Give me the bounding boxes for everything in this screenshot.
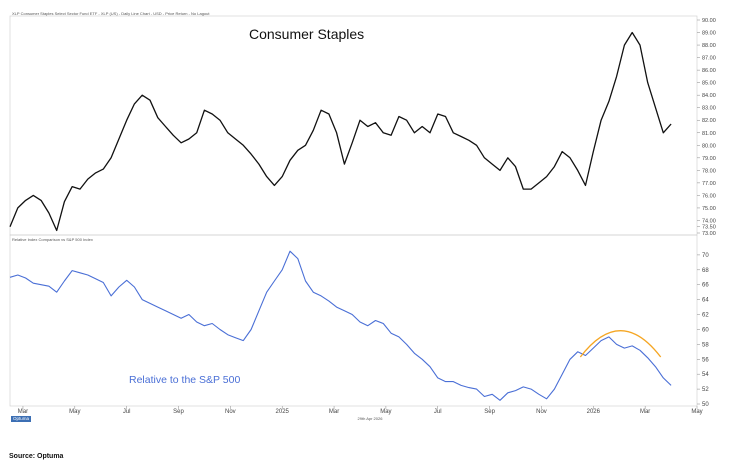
price-y-tick-label: 80.00 xyxy=(702,143,716,149)
relative-y-tick-label: 50 xyxy=(702,402,709,408)
relative-y-tick-label: 64 xyxy=(702,298,709,304)
relative-y-tick-label: 70 xyxy=(702,253,709,259)
x-tick-label: 2026 xyxy=(587,409,601,415)
source-note: Source: Optuma xyxy=(9,453,64,460)
relative-series-label: Relative to the S&P 500 xyxy=(129,374,241,386)
price-y-tick-label: 81.00 xyxy=(702,131,716,137)
price-y-tick-label: 74.00 xyxy=(702,218,716,224)
chart-title: Consumer Staples xyxy=(249,26,365,42)
price-y-tick-label: 90.00 xyxy=(702,18,716,24)
x-tick-label: Sep xyxy=(484,409,495,415)
x-tick-label: Mar xyxy=(329,409,339,415)
optuma-logo: Optuma xyxy=(11,416,32,422)
price-y-tick-label: 88.00 xyxy=(702,43,716,49)
x-tick-label: Nov xyxy=(225,409,236,415)
price-y-tick-label: 84.00 xyxy=(702,93,716,99)
price-y-tick-label: 79.00 xyxy=(702,156,716,162)
relative-y-tick-label: 58 xyxy=(702,342,709,348)
x-tick-label: Nov xyxy=(536,409,547,415)
rounding-top-arc xyxy=(579,330,662,358)
price-y-tick-label: 83.00 xyxy=(702,106,716,112)
x-tick-label: Sep xyxy=(173,409,184,415)
price-y-tick-label: 77.00 xyxy=(702,181,716,187)
relative-series-line xyxy=(9,250,672,401)
price-y-tick-label: 87.00 xyxy=(702,56,716,62)
x-tick-label: 2025 xyxy=(276,409,290,415)
x-tick-label: Mar xyxy=(18,409,28,415)
price-y-tick-label: 86.00 xyxy=(702,68,716,74)
price-y-tick-label: 73.50 xyxy=(702,225,716,231)
relative-y-tick-label: 60 xyxy=(702,327,709,333)
price-y-tick-label: 78.00 xyxy=(702,168,716,174)
x-tick-label: Jul xyxy=(123,409,131,415)
price-y-tick-label: 85.00 xyxy=(702,81,716,87)
relative-y-tick-label: 52 xyxy=(702,387,709,393)
relative-y-tick-label: 62 xyxy=(702,313,709,319)
price-y-tick-label: 76.00 xyxy=(702,193,716,199)
chart-svg: 90.00 89.00 88.00 87.00 86.00 85.00 84.00 83.00… xyxy=(9,15,716,415)
price-y-tick-label: 75.00 xyxy=(702,206,716,212)
x-tick-label: May xyxy=(69,409,80,415)
x-tick-label: Mar xyxy=(640,409,650,415)
price-y-tick-label: 89.00 xyxy=(702,31,716,37)
relative-y-tick-label: 54 xyxy=(702,372,709,378)
price-y-tick-label: 82.00 xyxy=(702,118,716,124)
price-series-line xyxy=(9,31,672,232)
chart-info-text: XLP Consumer Staples Select Sector Fund … xyxy=(12,11,210,16)
relative-panel-frame xyxy=(9,234,698,407)
relative-y-tick-label: 68 xyxy=(702,268,709,274)
price-y-tick-label: 73.00 xyxy=(702,231,716,237)
x-tick-label: Jul xyxy=(434,409,442,415)
chart-area: 90.00 89.00 88.00 87.00 86.00 85.00 84.00 83.00… xyxy=(9,11,716,422)
relative-info-text: Relative Index Comparison vs S&P 500 Ind… xyxy=(12,237,93,242)
x-tick-label: May xyxy=(380,409,391,415)
price-panel-frame xyxy=(9,15,698,236)
x-tick-label: May xyxy=(691,409,702,415)
relative-y-tick-label: 66 xyxy=(702,283,709,289)
date-footer: 29th Apr 2026 xyxy=(357,416,383,421)
relative-y-tick-label: 56 xyxy=(702,357,709,363)
